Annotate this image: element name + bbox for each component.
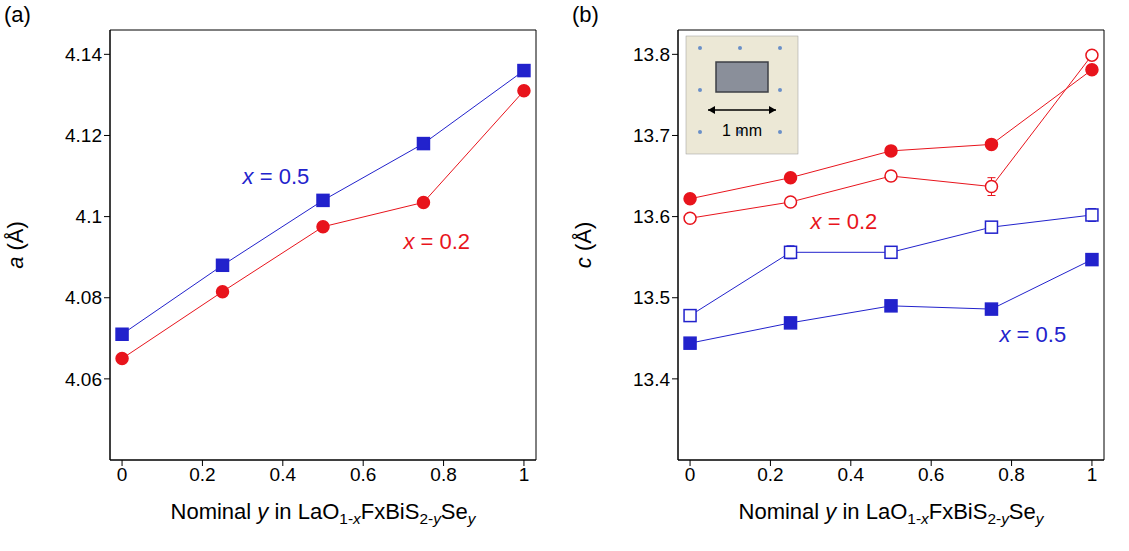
- svg-text:0.6: 0.6: [350, 464, 376, 485]
- html-text:a: a: [3, 256, 28, 269]
- svg-text:13.8: 13.8: [633, 44, 670, 65]
- svg-text:0.8: 0.8: [998, 464, 1024, 485]
- svg-text:1: 1: [1087, 464, 1098, 485]
- html-text:(Å): (Å): [3, 221, 28, 251]
- svg-text:0.2: 0.2: [757, 464, 783, 485]
- svg-text:x = 0.5: x = 0.5: [242, 164, 310, 189]
- svg-text:13.6: 13.6: [633, 206, 670, 227]
- svg-text:13.5: 13.5: [633, 287, 670, 308]
- svg-text:1: 1: [519, 464, 530, 485]
- svg-text:0.8: 0.8: [430, 464, 456, 485]
- html-text:Nominal y in La O1 - xFx Bi S2: Nominal y in La O1 - xFx Bi S2 - ySey: [170, 499, 476, 528]
- html-text:(Å): (Å): [571, 221, 596, 252]
- svg-text:4.06: 4.06: [65, 369, 102, 390]
- svg-text:0.4: 0.4: [838, 464, 865, 485]
- svg-text:13.4: 13.4: [633, 369, 670, 390]
- html-text:(b): (b): [572, 2, 599, 27]
- svg-text:x = 0.2: x = 0.2: [810, 209, 878, 234]
- svg-text:4.1: 4.1: [76, 206, 102, 227]
- svg-text:4.14: 4.14: [65, 44, 102, 65]
- svg-text:x = 0.2: x = 0.2: [402, 229, 470, 254]
- html-text:Nominal y in La O1 - xFx Bi S2: Nominal y in La O1 - xFx Bi S2 - ySey: [738, 499, 1044, 528]
- svg-text:0: 0: [117, 464, 128, 485]
- svg-text:1 mm: 1 mm: [722, 122, 762, 139]
- svg-text:0.6: 0.6: [918, 464, 944, 485]
- svg-text:4.08: 4.08: [65, 287, 102, 308]
- svg-text:4.12: 4.12: [65, 125, 102, 146]
- svg-text:0.2: 0.2: [189, 464, 215, 485]
- html-text:(a): (a): [4, 2, 31, 27]
- svg-text:x = 0.5: x = 0.5: [999, 322, 1067, 347]
- svg-text:13.7: 13.7: [633, 125, 670, 146]
- svg-text:0.4: 0.4: [270, 464, 297, 485]
- svg-text:0: 0: [685, 464, 696, 485]
- html-text:c: c: [571, 257, 596, 269]
